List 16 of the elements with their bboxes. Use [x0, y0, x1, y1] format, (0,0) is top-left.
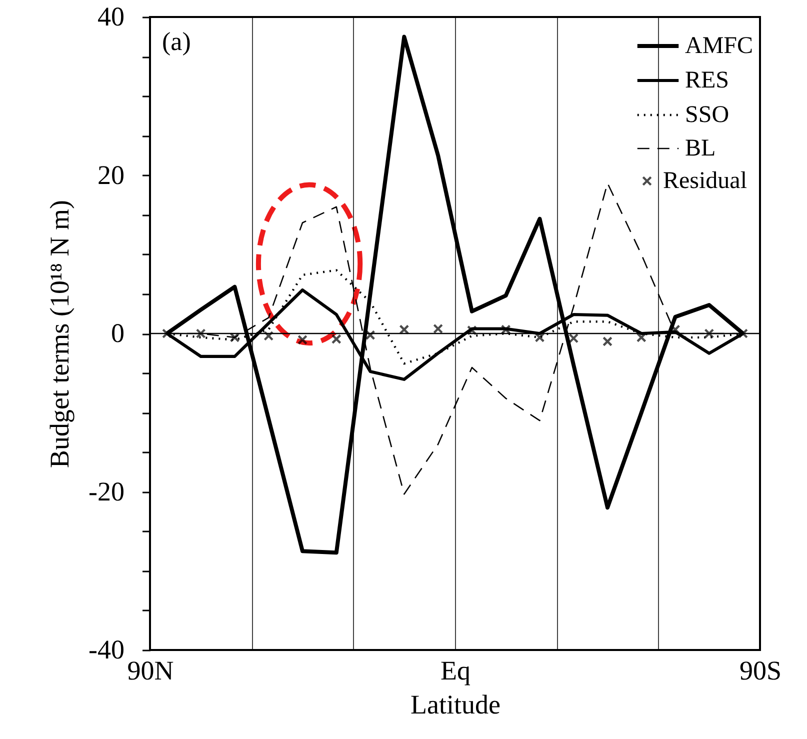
y-tick-label: -40 — [88, 634, 124, 664]
x-tick-label: Eq — [440, 656, 471, 686]
y-axis-title: Budget terms (10¹⁸ N m) — [44, 200, 75, 468]
x-axis-title: Latitude — [410, 690, 500, 720]
y-tick-label: 40 — [98, 2, 124, 32]
legend-label: SSO — [685, 102, 730, 128]
x-tick-label: 90N — [127, 656, 174, 686]
legend-label: BL — [685, 136, 716, 162]
y-tick-label: 0 — [111, 318, 124, 348]
y-tick-label: -20 — [88, 476, 124, 506]
legend-label: RES — [685, 68, 730, 94]
annotation: (a) — [162, 27, 191, 56]
legend-label: AMFC — [685, 33, 754, 59]
y-tick-label: 20 — [98, 160, 124, 190]
legend-label: Residual — [663, 168, 748, 194]
x-tick-label: 90S — [739, 656, 782, 686]
